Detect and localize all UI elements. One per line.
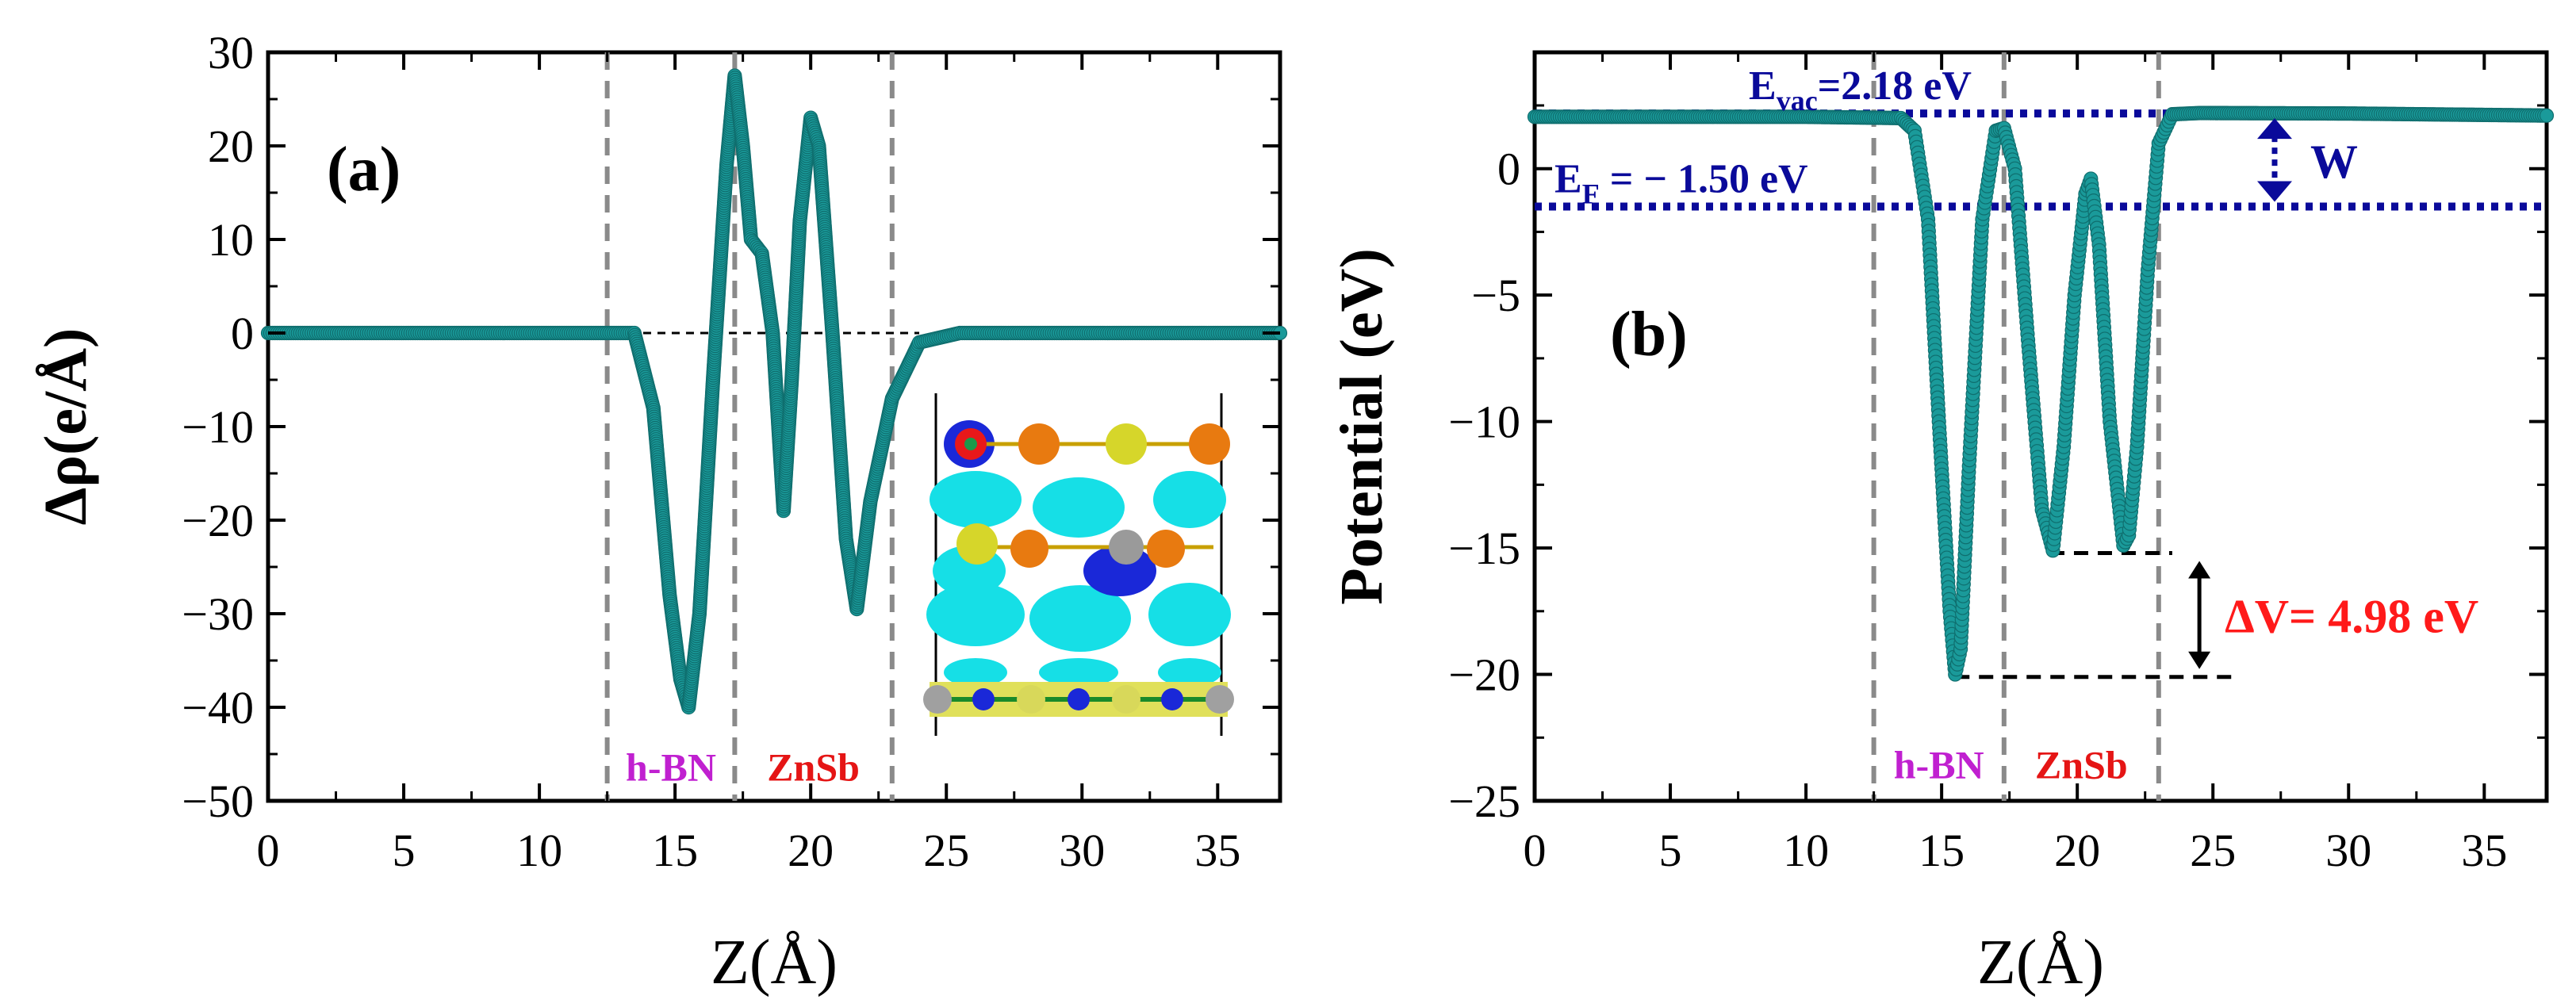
panel-b-x-tick-label-1: 5 [1659, 825, 1682, 876]
panel-b-y-tick-label-5: −25 [1448, 775, 1520, 827]
panel-a-region-label-hbn: h-BN [626, 745, 716, 790]
panel-b-x-tick-label-0: 0 [1524, 825, 1547, 876]
panel-a-y-tick-label-4: −10 [182, 401, 254, 453]
panel-a-y-axis-label: Δρ(e/Å) [33, 328, 99, 526]
panel-a-x-tick-label-7: 35 [1194, 825, 1240, 876]
panel-b-x-tick-label-3: 15 [1919, 825, 1965, 876]
level-symbol: E [1749, 63, 1777, 109]
panel-b-delta-v-label: ΔV= 4.98 eV [2225, 591, 2478, 643]
panel-b-data-point [2539, 108, 2555, 123]
panel-a-x-tick-label-2: 10 [516, 825, 562, 876]
panel-a-x-tick-label-3: 15 [652, 825, 698, 876]
panel-a-x-tick-label-0: 0 [257, 825, 280, 876]
panel-b-vacuum-level-label: Evac=2.18 eV [1749, 63, 1972, 117]
panel-a-x-tick-label-1: 5 [393, 825, 416, 876]
panel-a-y-tick-label-2: 10 [208, 214, 254, 266]
level-value: =2.18 eV [1818, 63, 1972, 109]
panel-a-y-tick-label-0: 30 [208, 27, 254, 78]
panel-b-delta-v-arrowhead-up [2188, 561, 2211, 579]
panel-b-work-function-arrowhead-down [2257, 181, 2292, 202]
panel-b-region-label-znsb: ZnSb [2035, 742, 2128, 787]
panel-a-region-label-znsb: ZnSb [767, 745, 860, 790]
panel-a-y-tick-label-6: −30 [182, 588, 254, 640]
panel-b-x-tick-label-2: 10 [1783, 825, 1829, 876]
panel-a-label: (a) [327, 135, 401, 205]
panel-b-label: (b) [1610, 300, 1688, 369]
panel-a-y-tick-label-7: −40 [182, 682, 254, 733]
panel-a-chart: 0 5 10 15 20 25 30 35 30 20 10 0 −10 −20 −30 −40 −50 h-… [33, 27, 1288, 997]
panel-a-x-tick-label-4: 20 [788, 825, 834, 876]
panel-a-x-tick-label-6: 30 [1059, 825, 1105, 876]
panel-a-inset-structure [923, 392, 1234, 736]
panel-b-x-tick-label-6: 30 [2325, 825, 2371, 876]
panel-b-fermi-level-label: EF = − 1.50 eV [1554, 157, 1808, 210]
level-value: = − 1.50 eV [1600, 157, 1808, 202]
panel-b-x-tick-label-5: 25 [2190, 825, 2236, 876]
panel-b-chart: ΔV= 4.98 eV 0 5 10 15 20 25 30 35 0 −5 −10 −15 −20 −… [1328, 50, 2555, 997]
level-subscript: F [1582, 178, 1600, 210]
panel-a-y-tick-label-3: 0 [231, 308, 254, 359]
level-subscript: vac [1777, 85, 1818, 117]
panel-a-x-axis-label: Z(Å) [711, 928, 838, 997]
panel-b-y-tick-label-1: −5 [1471, 270, 1520, 321]
panel-b-x-tick-label-7: 35 [2461, 825, 2507, 876]
panel-b-y-tick-label-4: −20 [1448, 649, 1520, 701]
panel-a-y-tick-label-5: −20 [182, 495, 254, 546]
panel-b-y-tick-label-3: −15 [1448, 523, 1520, 574]
panel-b-work-function-label: W [2310, 136, 2358, 188]
level-symbol: E [1554, 157, 1582, 202]
panel-b-work-function-arrowhead-up [2257, 118, 2292, 140]
panel-a-y-tick-label-1: 20 [208, 121, 254, 172]
panel-b-y-tick-label-2: −10 [1448, 396, 1520, 448]
panel-b-y-tick-label-0: 0 [1497, 144, 1520, 195]
panel-b-y-axis-label: Potential (eV) [1328, 248, 1395, 605]
panel-b-delta-v-arrowhead-down [2188, 651, 2211, 669]
panel-b-region-label-hbn: h-BN [1894, 742, 1984, 787]
panel-a-x-tick-label-5: 25 [923, 825, 969, 876]
panel-b-x-tick-label-4: 20 [2054, 825, 2100, 876]
panel-a-y-tick-label-8: −50 [182, 775, 254, 827]
panel-b-x-axis-label: Z(Å) [1977, 928, 2104, 997]
